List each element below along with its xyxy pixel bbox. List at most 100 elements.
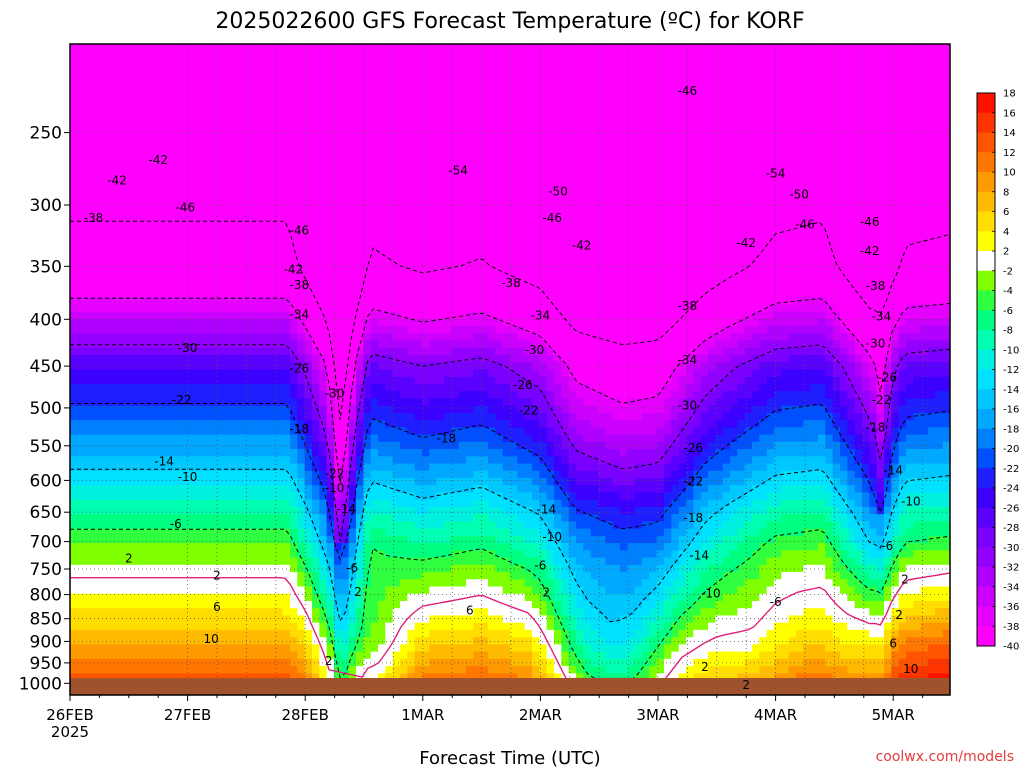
temperature-cell	[312, 44, 320, 52]
temperature-cell	[400, 116, 408, 125]
temperature-cell	[224, 166, 232, 175]
temperature-cell	[356, 434, 364, 443]
temperature-cell	[172, 658, 181, 667]
temperature-cell	[92, 195, 100, 204]
temperature-cell	[187, 456, 196, 465]
temperature-cell	[128, 564, 137, 573]
temperature-cell	[268, 145, 276, 154]
temperature-cell	[407, 275, 416, 284]
temperature-cell	[202, 87, 210, 96]
temperature-cell	[414, 608, 423, 617]
temperature-cell	[466, 72, 474, 81]
temperature-cell	[260, 181, 269, 190]
temperature-cell	[150, 304, 159, 313]
temperature-cell	[253, 261, 262, 269]
temperature-cell	[150, 261, 159, 269]
temperature-cell	[246, 239, 254, 248]
temperature-cell	[378, 478, 386, 486]
temperature-cell	[422, 550, 430, 559]
temperature-cell	[92, 123, 100, 132]
temperature-cell	[84, 195, 93, 204]
temperature-cell	[429, 80, 438, 88]
temperature-cell	[106, 138, 115, 146]
temperature-cell	[312, 145, 320, 154]
temperature-cell	[444, 644, 452, 653]
temperature-cell	[84, 275, 93, 284]
temperature-cell	[444, 492, 452, 501]
temperature-cell	[150, 58, 159, 67]
temperature-cell	[246, 275, 254, 284]
temperature-cell	[253, 644, 262, 653]
temperature-cell	[348, 195, 357, 204]
temperature-cell	[165, 651, 174, 660]
temperature-cell	[136, 362, 144, 371]
temperature-cell	[341, 145, 350, 154]
temperature-cell	[356, 318, 364, 327]
temperature-cell	[370, 65, 379, 74]
temperature-cell	[451, 572, 460, 580]
temperature-cell	[326, 275, 335, 284]
temperature-cell	[297, 362, 306, 371]
temperature-cell	[92, 253, 100, 262]
temperature-cell	[290, 564, 298, 573]
temperature-cell	[231, 593, 240, 602]
temperature-cell	[312, 434, 320, 443]
temperature-cell	[70, 355, 78, 363]
temperature-cell	[150, 65, 159, 74]
temperature-cell	[436, 44, 445, 52]
temperature-cell	[444, 499, 452, 508]
temperature-cell	[385, 629, 394, 638]
temperature-cell	[209, 376, 218, 385]
temperature-cell	[275, 456, 284, 465]
temperature-cell	[400, 369, 408, 378]
temperature-cell	[216, 289, 225, 298]
temperature-cell	[70, 181, 78, 190]
temperature-cell	[165, 347, 174, 356]
temperature-cell	[216, 579, 225, 588]
temperature-cell	[231, 398, 240, 407]
temperature-cell	[202, 622, 210, 631]
temperature-cell	[451, 333, 460, 342]
temperature-cell	[260, 412, 269, 421]
temperature-cell	[253, 65, 262, 74]
temperature-cell	[114, 564, 122, 573]
temperature-cell	[290, 210, 298, 219]
temperature-cell	[114, 629, 122, 638]
temperature-cell	[414, 340, 423, 349]
temperature-cell	[363, 673, 372, 682]
temperature-cell	[466, 51, 474, 60]
temperature-cell	[99, 514, 108, 522]
temperature-cell	[202, 289, 210, 298]
temperature-cell	[429, 340, 438, 349]
temperature-cell	[444, 116, 452, 125]
temperature-cell	[422, 485, 430, 494]
temperature-cell	[466, 622, 474, 631]
temperature-cell	[70, 658, 78, 667]
temperature-cell	[451, 622, 460, 631]
temperature-cell	[209, 441, 218, 450]
temperature-cell	[128, 253, 137, 262]
temperature-cell	[392, 579, 401, 588]
temperature-cell	[136, 593, 144, 602]
temperature-cell	[473, 326, 482, 334]
temperature-cell	[238, 600, 247, 609]
temperature-cell	[92, 651, 100, 660]
temperature-cell	[385, 369, 394, 378]
temperature-cell	[341, 159, 350, 168]
temperature-cell	[158, 608, 166, 617]
temperature-cell	[451, 80, 460, 88]
temperature-cell	[290, 420, 298, 428]
temperature-cell	[312, 391, 320, 400]
temperature-cell	[165, 564, 174, 573]
temperature-cell	[224, 463, 232, 472]
temperature-cell	[297, 586, 306, 595]
temperature-cell	[202, 152, 210, 161]
temperature-cell	[224, 318, 232, 327]
temperature-cell	[392, 550, 401, 559]
temperature-cell	[150, 579, 159, 588]
temperature-cell	[414, 463, 423, 472]
temperature-cell	[363, 224, 372, 233]
temperature-cell	[407, 347, 416, 356]
temperature-cell	[128, 65, 137, 74]
temperature-cell	[202, 304, 210, 313]
